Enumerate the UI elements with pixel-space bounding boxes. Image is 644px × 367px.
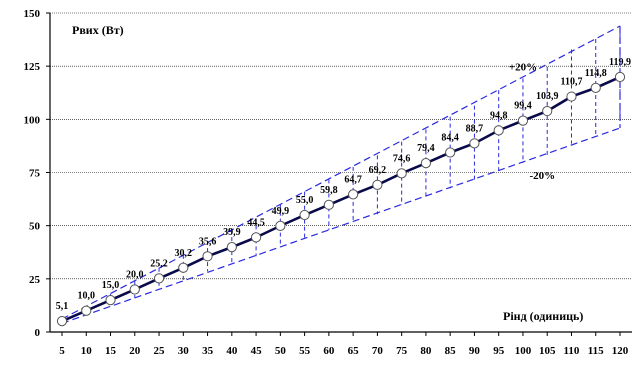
- data-label-45: 44,5: [247, 217, 265, 228]
- x-tick-label-110: 110: [564, 345, 580, 357]
- data-point-45: [250, 232, 262, 243]
- data-point-35: [202, 251, 213, 262]
- x-tick-label-115: 115: [588, 345, 604, 357]
- y-tick-label-0: 0: [35, 327, 41, 339]
- data-label-5: 5,1: [56, 301, 69, 312]
- band-upper-label: +20%: [509, 61, 537, 73]
- data-point-105: [542, 105, 553, 117]
- data-label-105: 103,9: [536, 91, 559, 102]
- data-label-85: 84,4: [441, 133, 459, 144]
- x-tick-label-25: 25: [154, 345, 166, 357]
- y-axis-title: Рвих (Вт): [72, 23, 124, 37]
- data-label-55: 55,0: [296, 195, 314, 206]
- data-point-100: [517, 115, 529, 126]
- x-tick-label-120: 120: [612, 345, 629, 357]
- x-tick-label-75: 75: [396, 345, 408, 357]
- y-tick-label-50: 50: [29, 221, 41, 233]
- data-point-115: [590, 82, 601, 93]
- x-tick-label-90: 90: [469, 345, 481, 357]
- data-point-70: [372, 179, 383, 190]
- data-point-10: [81, 305, 92, 316]
- data-point-110: [566, 91, 577, 102]
- data-point-95: [493, 125, 504, 136]
- data-label-60: 59,8: [320, 185, 338, 196]
- x-tick-label-45: 45: [251, 345, 263, 357]
- data-point-15: [105, 295, 116, 306]
- data-label-115: 114,8: [585, 68, 607, 79]
- data-label-90: 88,7: [466, 123, 484, 134]
- x-tick-label-35: 35: [202, 345, 214, 357]
- x-tick-label-15: 15: [105, 345, 117, 357]
- y-tick-label-25: 25: [29, 274, 41, 286]
- data-label-110: 110,7: [561, 77, 583, 88]
- band-upper-line: [61, 25, 621, 320]
- data-label-40: 39,9: [223, 227, 241, 238]
- x-tick-label-10: 10: [81, 345, 93, 357]
- x-tick-label-65: 65: [348, 345, 360, 357]
- data-label-30: 30,2: [175, 248, 193, 259]
- data-point-75: [396, 168, 407, 179]
- data-label-25: 25,2: [150, 258, 168, 269]
- data-point-5: [56, 316, 68, 327]
- data-label-70: 69,2: [369, 165, 387, 176]
- x-tick-label-100: 100: [515, 345, 532, 357]
- data-point-30: [178, 262, 189, 273]
- data-point-25: [153, 273, 165, 284]
- band-lower-label: -20%: [530, 170, 556, 182]
- data-label-95: 94,8: [490, 110, 508, 121]
- data-point-80: [420, 158, 432, 169]
- data-point-65: [348, 189, 359, 200]
- x-tick-label-30: 30: [178, 345, 190, 357]
- x-tick-label-5: 5: [59, 345, 65, 357]
- data-label-20: 20,0: [126, 269, 144, 280]
- data-label-120: 119,9: [609, 57, 631, 68]
- y-tick-label-125: 125: [24, 61, 41, 73]
- x-axis-title: Рінд (одиниць): [503, 309, 583, 323]
- data-label-10: 10,0: [78, 291, 96, 302]
- data-label-50: 49,9: [272, 206, 290, 217]
- x-tick-label-95: 95: [493, 345, 505, 357]
- x-tick-label-70: 70: [372, 345, 384, 357]
- series-line: [61, 75, 621, 323]
- y-tick-label-100: 100: [24, 114, 41, 126]
- data-point-40: [226, 242, 237, 253]
- data-label-80: 79,4: [417, 143, 435, 154]
- data-point-55: [299, 209, 310, 221]
- data-point-120: [614, 71, 626, 83]
- data-label-100: 99,4: [514, 101, 532, 112]
- data-label-15: 15,0: [102, 280, 120, 291]
- y-tick-label-150: 150: [24, 8, 41, 20]
- x-tick-label-55: 55: [299, 345, 311, 357]
- x-tick-label-80: 80: [420, 345, 432, 357]
- x-tick-label-40: 40: [226, 345, 238, 357]
- data-point-85: [445, 147, 456, 158]
- data-point-60: [323, 199, 334, 210]
- x-tick-label-85: 85: [445, 345, 457, 357]
- data-label-35: 35,6: [199, 236, 217, 247]
- x-tick-label-20: 20: [129, 345, 141, 357]
- x-tick-label-105: 105: [539, 345, 556, 357]
- data-label-65: 64,7: [344, 174, 362, 185]
- data-label-75: 74,6: [393, 153, 411, 164]
- data-point-20: [129, 284, 140, 295]
- y-tick-label-75: 75: [29, 168, 41, 180]
- data-point-50: [275, 220, 286, 231]
- x-tick-label-50: 50: [275, 345, 287, 357]
- data-point-90: [469, 138, 480, 149]
- x-tick-label-60: 60: [323, 345, 335, 357]
